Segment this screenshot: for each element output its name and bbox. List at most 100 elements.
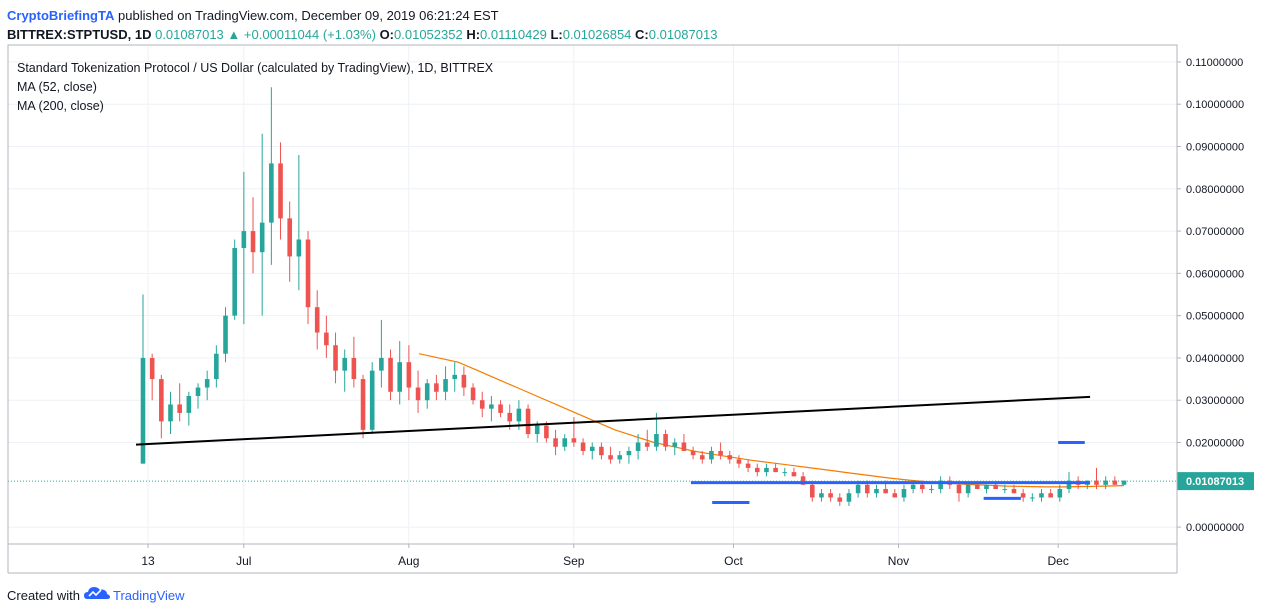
x-tick-label: Jul — [236, 554, 251, 568]
open-value: 0.01052352 — [394, 27, 463, 42]
candle-body — [1094, 480, 1099, 485]
x-tick-label: Aug — [398, 554, 419, 568]
x-tick-label: Sep — [563, 554, 585, 568]
candle-body — [159, 379, 164, 422]
current-price-badge — [1177, 472, 1254, 491]
last-price: 0.01087013 — [155, 27, 224, 42]
author-link[interactable]: CryptoBriefingTA — [7, 8, 115, 23]
candle-body — [855, 484, 861, 494]
candle-body — [443, 379, 448, 392]
y-tick-label: 0.08000000 — [1186, 184, 1244, 196]
candle-body — [1048, 493, 1053, 498]
y-tick-label: 0.02000000 — [1186, 438, 1244, 450]
candle-body — [223, 315, 228, 354]
candle-body — [837, 497, 843, 502]
ohlc-bar: BITTREX:STPTUSD, 1D 0.01087013 ▲ +0.0001… — [7, 25, 717, 44]
candle-body — [764, 467, 769, 473]
candle-body — [874, 489, 879, 494]
candle-body — [828, 493, 833, 498]
candle-body — [809, 484, 815, 498]
candle-body — [617, 455, 623, 460]
trend-line — [135, 395, 1091, 446]
candle-body — [525, 408, 531, 435]
x-tick-label: Oct — [724, 554, 743, 568]
candle-body — [379, 357, 384, 371]
candle-body — [278, 163, 283, 219]
candle-body — [232, 247, 237, 316]
candle-body — [754, 467, 760, 473]
high-label: H: — [466, 27, 481, 42]
y-tick-label: 0.05000000 — [1186, 311, 1244, 323]
candle-body — [360, 379, 366, 430]
candle-body — [204, 379, 210, 388]
tradingview-link[interactable]: TradingView — [112, 587, 185, 603]
candle-body — [910, 484, 916, 490]
candle-body — [168, 404, 173, 422]
x-tick-label: Nov — [888, 554, 909, 568]
publish-header: CryptoBriefingTA published on TradingVie… — [7, 6, 499, 25]
candle-body — [498, 404, 503, 413]
candle-body — [608, 455, 613, 460]
candle-body — [919, 484, 925, 490]
candle-body — [1020, 493, 1026, 498]
candle-body — [791, 472, 797, 477]
candle-body — [424, 383, 430, 401]
chart-grid — [8, 45, 1177, 544]
candle-body — [938, 480, 943, 490]
y-tick-label: 0.11000000 — [1186, 57, 1243, 69]
candle-body — [1066, 480, 1072, 490]
candle-body — [305, 239, 311, 308]
close-value: 0.01087013 — [648, 27, 718, 42]
y-tick-label: 0.04000000 — [1186, 353, 1244, 365]
candle-body — [1011, 489, 1017, 494]
candle-body — [434, 383, 439, 392]
open-label: O: — [379, 27, 395, 42]
candle-body — [864, 484, 870, 494]
tradingview-cloud-icon — [83, 586, 110, 605]
candle-body — [553, 438, 558, 447]
candle-body — [663, 434, 668, 447]
candle-body — [901, 489, 907, 498]
symbol-label[interactable]: BITTREX:STPTUSD, 1D — [7, 27, 152, 42]
candle-body — [259, 222, 265, 253]
candle-body — [635, 442, 641, 451]
candle-body — [296, 239, 302, 257]
candle-body — [516, 408, 522, 422]
candle-body — [195, 387, 201, 396]
y-tick-label: 0.06000000 — [1186, 268, 1244, 280]
candle-body — [883, 489, 888, 494]
price-change: +0.00011044 (+1.03%) — [243, 27, 376, 42]
candle-body — [672, 442, 678, 447]
candle-body — [626, 450, 632, 456]
candle-body — [984, 484, 989, 490]
candle-body — [461, 374, 467, 388]
candle-body — [333, 345, 338, 371]
low-value: 0.01026854 — [562, 27, 632, 42]
candlestick-series — [140, 87, 1127, 506]
low-label: L: — [550, 27, 563, 42]
plot-frame — [7, 44, 1178, 545]
candle-body — [241, 231, 247, 248]
y-tick-label: 0.03000000 — [1186, 395, 1244, 407]
candle-body — [351, 357, 357, 380]
candle-body — [544, 425, 549, 439]
close-label: C: — [635, 27, 649, 42]
footer: Created with TradingView — [7, 586, 185, 605]
candle-body — [397, 362, 403, 392]
candle-body — [681, 442, 687, 451]
up-arrow-icon: ▲ — [227, 27, 241, 42]
legend-ma52: MA (52, close) — [17, 80, 97, 94]
candle-body — [507, 412, 513, 422]
candle-body — [773, 467, 778, 473]
legend-title: Standard Tokenization Protocol / US Doll… — [17, 61, 494, 75]
candle-body — [324, 332, 329, 346]
y-tick-label: 0.07000000 — [1186, 226, 1244, 238]
candle-body — [140, 357, 146, 464]
candle-body — [975, 484, 980, 490]
candle-body — [186, 395, 192, 413]
candle-body — [250, 231, 256, 253]
chart-axes: 0.11000000 0.10000000 0.09000000 0.08000000… — [7, 44, 1244, 574]
y-tick-label: 0.10000000 — [1186, 99, 1244, 111]
legend-ma200: MA (200, close) — [17, 99, 104, 113]
